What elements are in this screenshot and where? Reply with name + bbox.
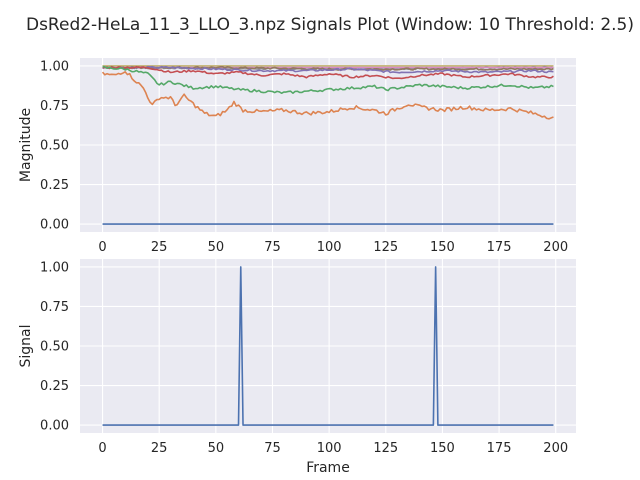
sig-x-tick-label: 125 <box>373 441 398 456</box>
mag-y-axis-label: Magnitude <box>18 108 34 182</box>
sig-y-tick-label: 1.00 <box>40 260 69 275</box>
mag-x-tick-label: 75 <box>264 240 281 255</box>
mag-series-line-2 <box>102 65 554 95</box>
sig-y-tick-label: 0.25 <box>40 379 69 394</box>
mag-x-tick-label: 125 <box>373 240 398 255</box>
mag-y-tick-label: 0.25 <box>40 178 69 193</box>
mag-series-line-1 <box>101 71 554 120</box>
mag-x-tick-label: 0 <box>98 240 106 255</box>
sig-x-tick-label: 100 <box>317 441 342 456</box>
signal-plot: 0 25 50 75 100 125 150 175 200 0.00 0.25 0.50 0.75 1.… <box>18 259 576 476</box>
mag-y-tick-label: 1.00 <box>40 59 69 74</box>
mag-y-tick-label: 0.00 <box>40 218 69 233</box>
sig-y-tick-label: 0.00 <box>40 419 69 434</box>
mag-x-tick-label: 50 <box>208 240 225 255</box>
sig-series-line-0 <box>102 266 554 426</box>
mag-y-tick-label: 0.50 <box>40 139 69 154</box>
mag-x-tick-label: 100 <box>317 240 342 255</box>
sig-x-tick-label: 25 <box>151 441 168 456</box>
sig-y-tick-label: 0.75 <box>40 300 69 315</box>
mag-y-tick-label: 0.75 <box>40 99 69 114</box>
sig-x-axis-label: Frame <box>306 460 350 476</box>
figure-title: DsRed2-HeLa_11_3_LLO_3.npz Signals Plot … <box>26 15 634 35</box>
mag-x-tick-label: 175 <box>487 240 512 255</box>
sig-x-tick-label: 50 <box>208 441 225 456</box>
sig-x-tick-label: 200 <box>543 441 568 456</box>
sig-x-tick-label: 175 <box>487 441 512 456</box>
mag-x-tick-label: 150 <box>430 240 455 255</box>
magnitude-plot: 0 25 50 75 100 125 150 175 200 0.00 0.25 0.50 0.75 1.… <box>18 58 576 255</box>
mag-x-tick-label: 200 <box>543 240 568 255</box>
sig-x-tick-label: 0 <box>98 441 106 456</box>
sig-y-tick-label: 0.50 <box>40 340 69 355</box>
mag-x-tick-label: 25 <box>151 240 168 255</box>
sig-x-tick-label: 75 <box>264 441 281 456</box>
sig-y-axis-label: Signal <box>18 324 34 367</box>
sig-x-tick-label: 150 <box>430 441 455 456</box>
mag-series-line-3 <box>102 65 554 80</box>
mag-series-line-4 <box>102 65 554 74</box>
